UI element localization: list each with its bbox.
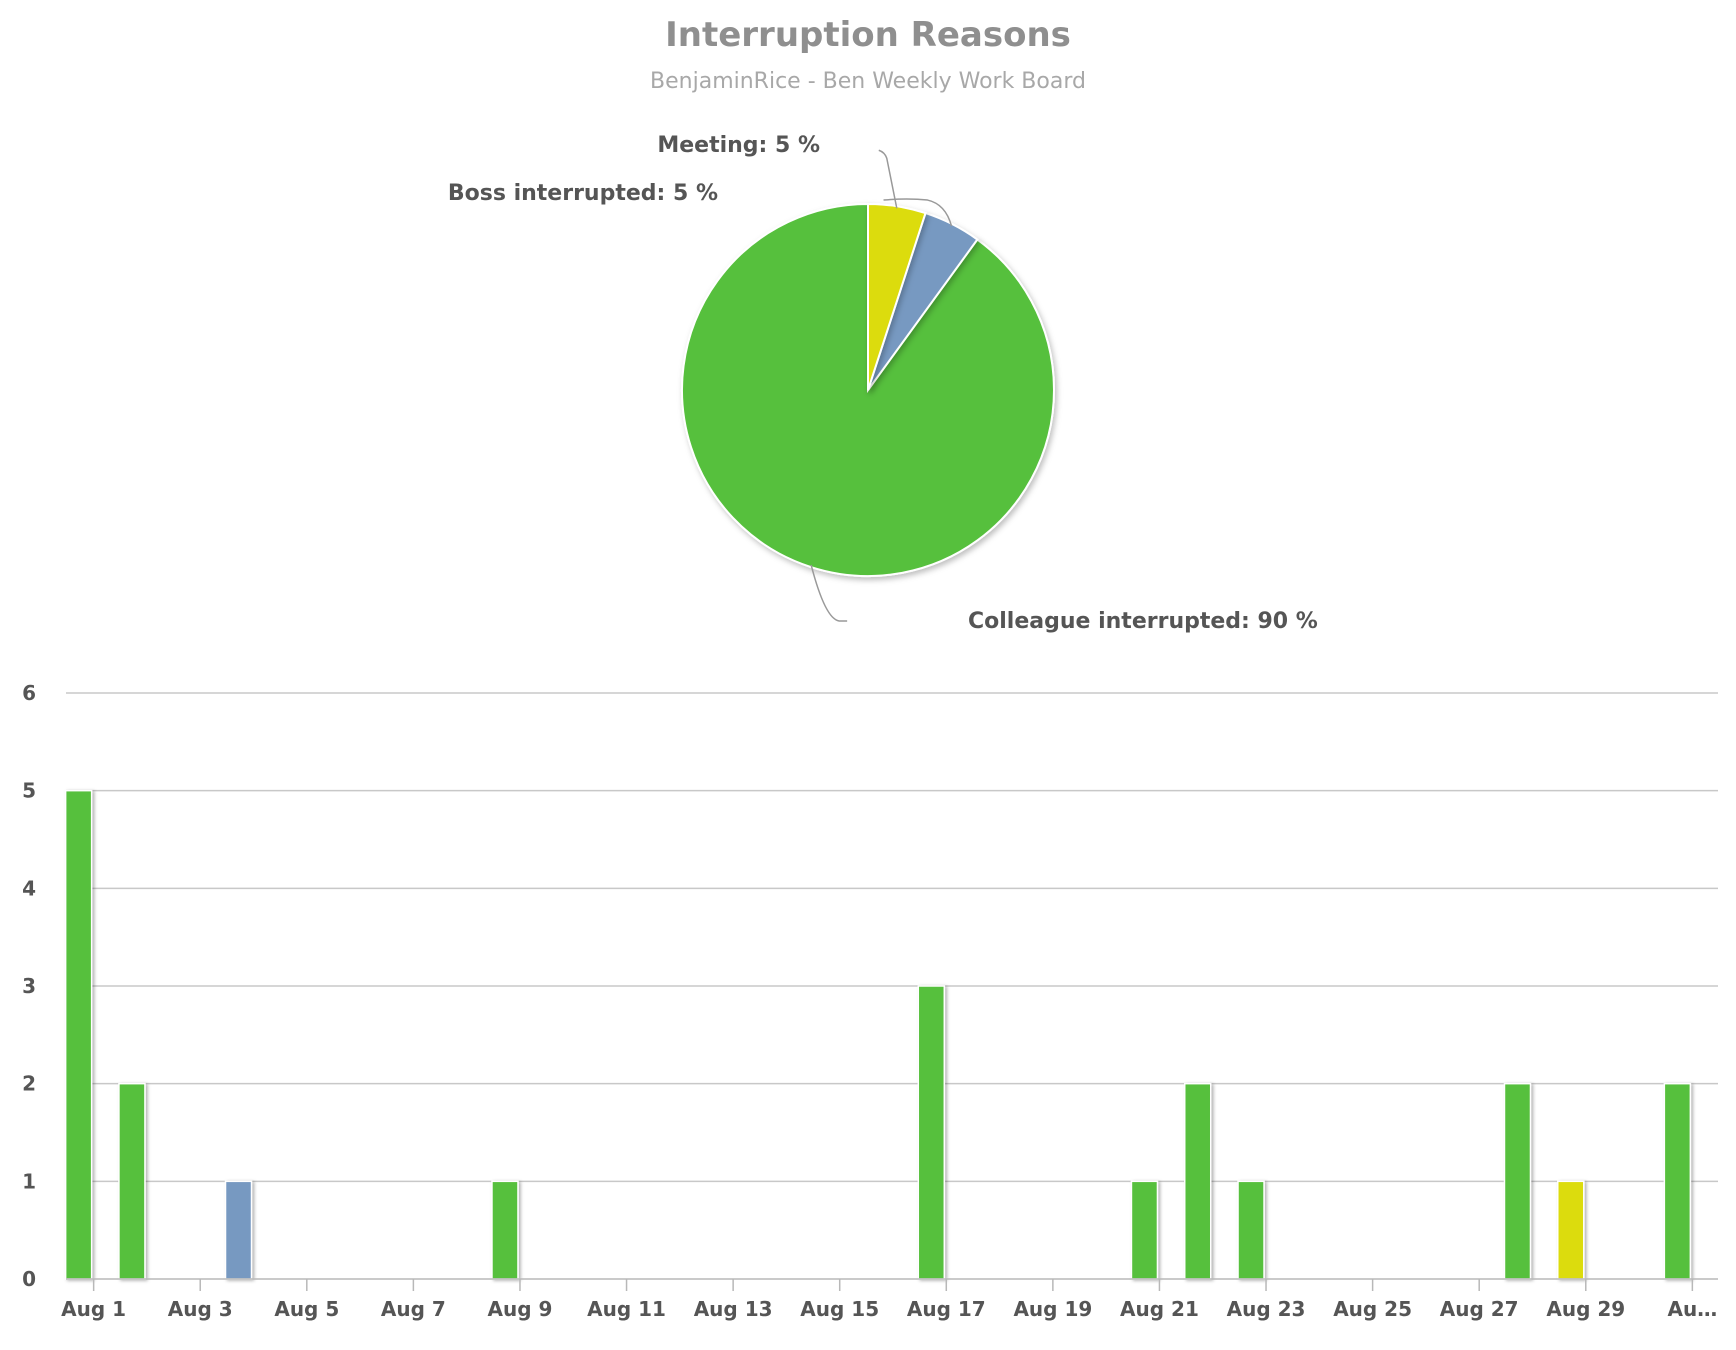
x-tick-label-aug-23: Aug 23 bbox=[1227, 1297, 1306, 1321]
x-tick-label-aug-7: Aug 7 bbox=[381, 1297, 446, 1321]
y-tick-label-4: 4 bbox=[22, 876, 36, 900]
bar-chart bbox=[64, 789, 1692, 1280]
bar-aug-17[interactable] bbox=[917, 985, 946, 1280]
pie-labels: Colleague interrupted: 90 % Boss interrup… bbox=[448, 133, 1318, 634]
x-tick-label-aug-17: Aug 17 bbox=[907, 1297, 986, 1321]
bar-aug-22[interactable] bbox=[1183, 1082, 1212, 1280]
bar-aug-31[interactable] bbox=[1663, 1082, 1692, 1280]
pie-chart bbox=[681, 202, 1055, 577]
x-tick-label-aug-13: Aug 13 bbox=[694, 1297, 773, 1321]
x-tick-label-aug-1: Aug 1 bbox=[61, 1297, 126, 1321]
bar-aug-21[interactable] bbox=[1130, 1180, 1159, 1280]
chart-subtitle: BenjaminRice - Ben Weekly Work Board bbox=[650, 69, 1086, 94]
x-tick-label-aug-29: Aug 29 bbox=[1546, 1297, 1625, 1321]
x-tick-label-au: Au… bbox=[1667, 1297, 1717, 1321]
bar-aug-9[interactable] bbox=[491, 1180, 519, 1280]
y-tick-label-1: 1 bbox=[22, 1169, 36, 1193]
x-tick-label-aug-9: Aug 9 bbox=[488, 1297, 553, 1321]
pie-connector-colleague-interrupted bbox=[810, 564, 848, 622]
x-tick-label-aug-5: Aug 5 bbox=[274, 1297, 339, 1321]
y-tick-label-5: 5 bbox=[22, 779, 36, 803]
bar-aug-1[interactable] bbox=[64, 789, 93, 1280]
x-tick-label-aug-21: Aug 21 bbox=[1120, 1297, 1199, 1321]
pie-connector-meeting bbox=[878, 149, 898, 209]
x-tick-label-aug-3: Aug 3 bbox=[168, 1297, 233, 1321]
bar-aug-23[interactable] bbox=[1237, 1180, 1265, 1280]
bar-aug-2[interactable] bbox=[118, 1082, 146, 1280]
pie-connector-boss-interrupted bbox=[883, 198, 953, 227]
x-tick-label-aug-11: Aug 11 bbox=[587, 1297, 666, 1321]
y-tick-label-6: 6 bbox=[22, 681, 36, 705]
x-tick-label-aug-25: Aug 25 bbox=[1333, 1297, 1412, 1321]
pie-label-meeting: Meeting: 5 % bbox=[657, 133, 820, 158]
bar-aug-4[interactable] bbox=[224, 1180, 253, 1280]
pie-label-boss-interrupted: Boss interrupted: 5 % bbox=[448, 181, 718, 206]
chart-title: Interruption Reasons bbox=[665, 15, 1071, 55]
bar-chart-grid: 0 1 2 3 4 5 6 bbox=[22, 681, 1718, 1291]
x-tick-label-aug-19: Aug 19 bbox=[1013, 1297, 1092, 1321]
y-tick-label-3: 3 bbox=[22, 974, 36, 998]
y-tick-label-0: 0 bbox=[22, 1267, 36, 1291]
y-tick-label-2: 2 bbox=[22, 1072, 36, 1096]
bar-aug-29[interactable] bbox=[1557, 1180, 1585, 1280]
bar-aug-28[interactable] bbox=[1503, 1082, 1532, 1280]
x-tick-label-aug-15: Aug 15 bbox=[800, 1297, 879, 1321]
pie-label-colleague-interrupted: Colleague interrupted: 90 % bbox=[968, 609, 1318, 634]
bar-chart-x-axis: Aug 1 Aug 3 Aug 5 Aug 7 Aug 9 Aug 11 Aug 13 Aug… bbox=[61, 1278, 1718, 1321]
x-tick-label-aug-27: Aug 27 bbox=[1440, 1297, 1519, 1321]
